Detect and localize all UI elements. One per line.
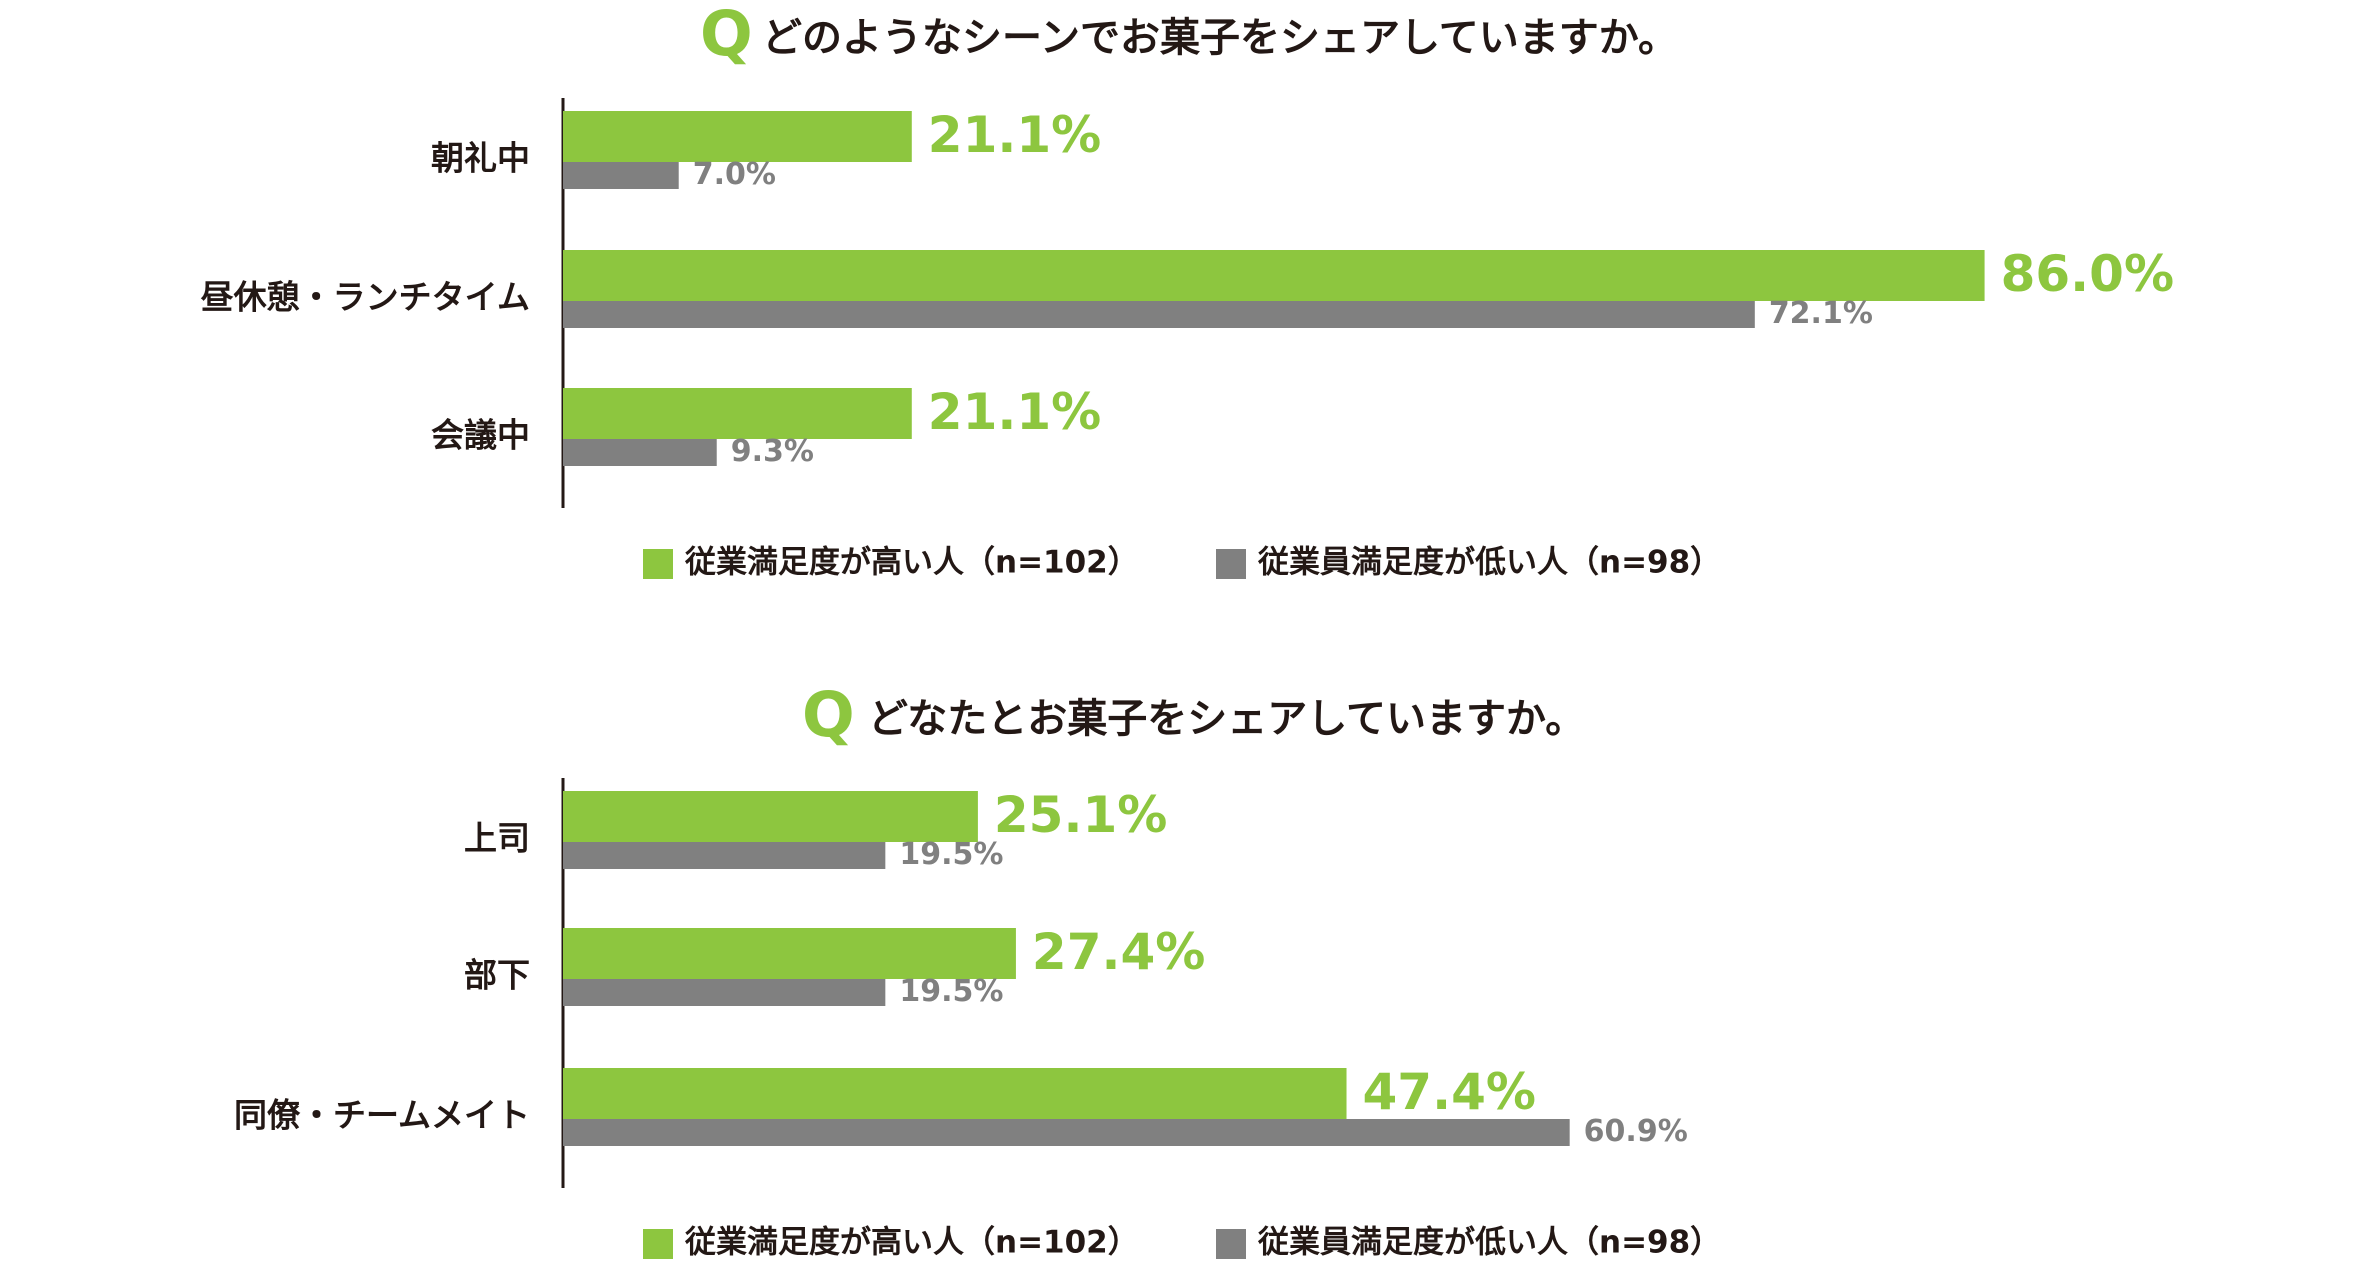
legend-label: 従業員満足度が低い人（n=98） (1257, 545, 1721, 581)
category-label: 部下 (464, 956, 530, 995)
bar (563, 842, 886, 869)
value-label: 60.9% (1584, 1114, 1688, 1149)
bar (563, 162, 679, 189)
chart-title: どのようなシーンでお菓子をシェアしていますか。 (762, 15, 1678, 61)
question-mark: Q (700, 0, 753, 70)
bar (563, 111, 912, 162)
bar (563, 388, 912, 439)
legend-swatch (643, 1229, 673, 1259)
value-label: 19.5% (899, 837, 1003, 872)
legend-swatch (1216, 1229, 1246, 1259)
value-label: 9.3% (731, 434, 814, 469)
value-label: 25.1% (994, 786, 1167, 844)
legend-label: 従業員満足度が低い人（n=98） (1257, 1225, 1721, 1261)
legend-label: 従業満足度が高い人（n=102） (684, 545, 1139, 581)
chart-title: どなたとお菓子をシェアしていますか。 (868, 696, 1585, 742)
value-label: 21.1% (928, 383, 1101, 441)
legend-label: 従業満足度が高い人（n=102） (684, 1225, 1139, 1261)
value-label: 47.4% (1363, 1063, 1536, 1121)
question-mark: Q (802, 678, 855, 751)
category-label: 朝礼中 (431, 139, 530, 178)
category-label: 昼休憩・ランチタイム (201, 278, 530, 317)
bar (563, 1119, 1570, 1146)
value-label: 27.4% (1032, 923, 1205, 981)
bar (563, 1068, 1347, 1119)
bar (563, 439, 717, 466)
bar (563, 301, 1755, 328)
legend-swatch (643, 549, 673, 579)
value-label: 86.0% (2001, 245, 2174, 303)
bar (563, 928, 1016, 979)
category-label: 会議中 (431, 416, 530, 455)
category-label: 同僚・チームメイト (234, 1096, 530, 1135)
value-label: 21.1% (928, 106, 1101, 164)
legend-swatch (1216, 549, 1246, 579)
bar (563, 791, 978, 842)
bar (563, 979, 886, 1006)
value-label: 7.0% (693, 157, 776, 192)
value-label: 72.1% (1769, 296, 1873, 331)
category-label: 上司 (464, 819, 530, 858)
value-label: 19.5% (899, 974, 1003, 1009)
bar (563, 250, 1985, 301)
